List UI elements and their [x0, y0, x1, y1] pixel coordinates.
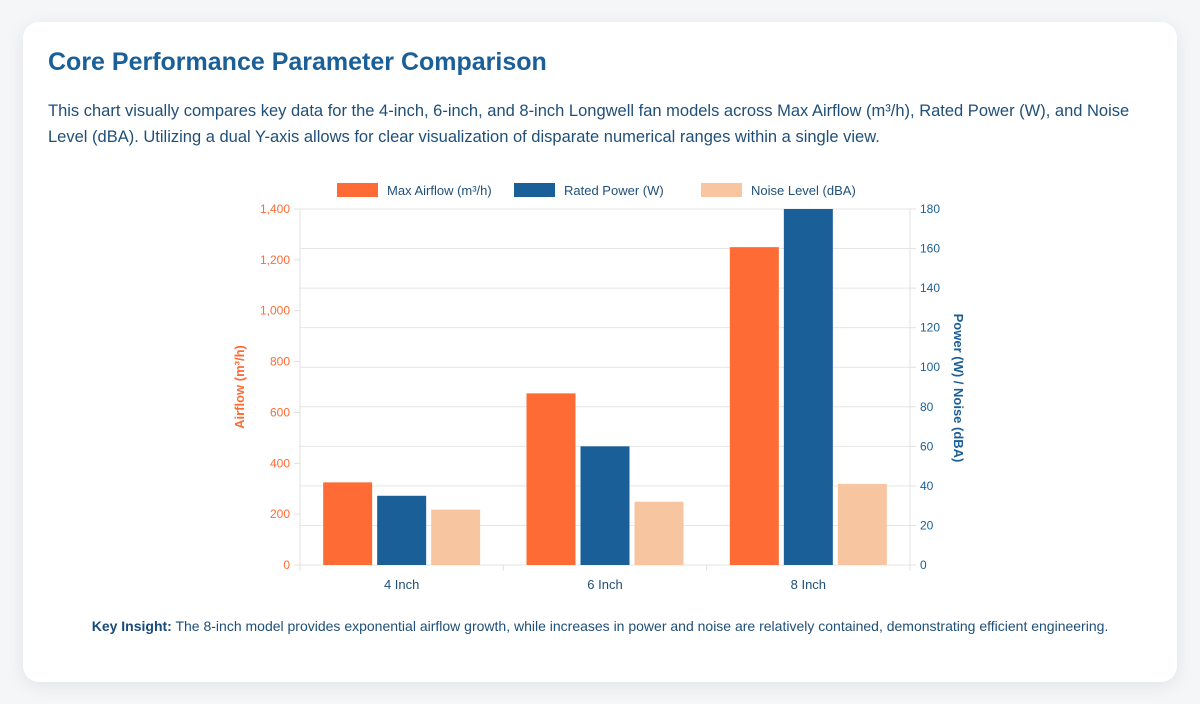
chart-description: This chart visually compares key data fo…	[48, 102, 1130, 146]
right-tick-label: 100	[920, 360, 940, 374]
x-tick-label: 4 Inch	[384, 577, 419, 592]
page-title: Core Performance Parameter Comparison	[48, 48, 547, 76]
legend-swatch	[701, 183, 742, 197]
left-tick-label: 600	[270, 405, 290, 419]
legend-label: Noise Level (dBA)	[751, 183, 856, 198]
left-tick-label: 0	[283, 558, 290, 572]
right-axis-title: Power (W) / Noise (dBA)	[951, 314, 966, 463]
legend-swatch	[337, 183, 378, 197]
left-tick-label: 1,400	[260, 202, 290, 216]
bar-max-6	[526, 393, 576, 565]
left-axis-title: Airflow (m³/h)	[232, 345, 247, 429]
bar-max-4	[323, 482, 373, 565]
bar-rated-6	[580, 446, 630, 565]
bar-chart: 0 200 400 600 800 1,000 1,200 1,400 0 20 40 60 80 100…	[232, 183, 966, 592]
left-tick-label: 1,000	[260, 304, 290, 318]
right-tick-label: 120	[920, 321, 940, 335]
right-tick-label: 80	[920, 400, 934, 414]
legend-swatch	[514, 183, 555, 197]
key-insight: Key Insight: The 8-inch model provides e…	[53, 616, 1147, 637]
bar-max-8	[729, 247, 779, 565]
right-tick-label: 160	[920, 242, 940, 256]
legend-label: Max Airflow (m³/h)	[387, 183, 492, 198]
left-tick-label: 200	[270, 507, 290, 521]
right-tick-label: 60	[920, 439, 934, 453]
legend-label: Rated Power (W)	[564, 183, 664, 198]
key-insight-label: Key Insight:	[91, 618, 172, 634]
left-tick-label: 1,200	[260, 253, 290, 267]
x-tick-label: 6 Inch	[587, 577, 622, 592]
right-tick-label: 140	[920, 281, 940, 295]
right-tick-label: 0	[920, 558, 927, 572]
bar-noise-6	[634, 501, 684, 565]
bar-rated-8	[783, 209, 833, 565]
chart-card: Core Performance Parameter Comparison Th…	[23, 22, 1177, 682]
bar-noise-4	[431, 509, 481, 565]
right-tick-label: 40	[920, 479, 934, 493]
left-tick-label: 400	[270, 456, 290, 470]
right-tick-label: 180	[920, 202, 940, 216]
left-tick-label: 800	[270, 355, 290, 369]
bar-noise-8	[837, 483, 887, 565]
x-tick-label: 8 Inch	[791, 577, 826, 592]
right-tick-label: 20	[920, 518, 934, 532]
key-insight-text: The 8-inch model provides exponential ai…	[171, 618, 1109, 634]
bar-rated-4	[377, 495, 427, 565]
